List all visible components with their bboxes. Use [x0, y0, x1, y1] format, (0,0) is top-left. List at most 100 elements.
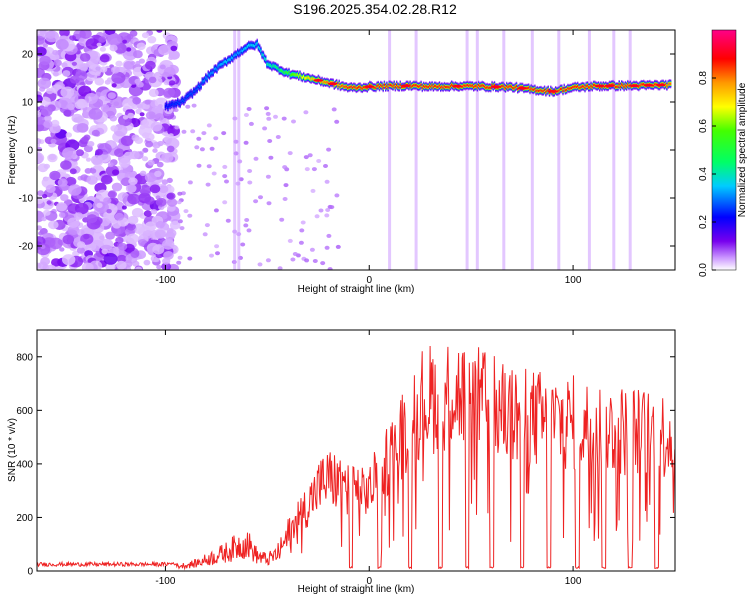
- noise-blob: [166, 145, 175, 153]
- ridge-segment: [389, 83, 392, 87]
- noise-blob: [55, 39, 69, 50]
- noise-blob: [96, 202, 103, 208]
- ridge-segment: [561, 87, 563, 90]
- ridge-segment: [442, 86, 444, 89]
- noise-blob: [121, 205, 127, 210]
- noise-blob: [103, 197, 112, 205]
- ridge-segment: [248, 43, 250, 47]
- ridge-segment: [195, 88, 197, 91]
- noise-blob: [109, 115, 118, 122]
- noise-blob: [41, 216, 47, 222]
- ridge-segment: [441, 85, 443, 88]
- noise-blob: [111, 71, 126, 84]
- noise-blob: [147, 36, 157, 44]
- ridge-segment: [285, 71, 288, 74]
- noise-blob: [96, 42, 102, 47]
- ridge-segment: [490, 86, 492, 89]
- colorbar: 0.0 0.2 0.4 0.6 0.8 Normalized spectral ampl…: [698, 29, 748, 277]
- ridge-segment: [541, 90, 543, 93]
- ridge-segment: [345, 85, 348, 88]
- spectrogram-y-label: Frequency (Hz): [7, 116, 18, 185]
- ridge-segment: [612, 83, 614, 86]
- y-tick-label: 400: [16, 459, 33, 470]
- ridge-segment: [444, 86, 447, 89]
- ridge-segment: [201, 80, 203, 83]
- ridge-segment: [292, 73, 294, 76]
- ridge-segment: [306, 76, 309, 79]
- ridge-segment: [579, 86, 581, 89]
- noise-blob: [324, 213, 330, 218]
- ridge-segment: [317, 77, 320, 81]
- ridge-segment: [175, 102, 178, 105]
- ridge-segment: [179, 102, 181, 105]
- noise-blob: [247, 169, 253, 173]
- noise-blob: [128, 177, 138, 186]
- ridge-segment: [191, 93, 194, 96]
- noise-blob: [71, 61, 77, 66]
- noise-blob: [205, 182, 211, 187]
- noise-blob: [176, 200, 182, 205]
- ridge-segment: [299, 73, 301, 76]
- ridge-segment: [255, 43, 257, 46]
- ridge-segment: [254, 45, 256, 48]
- noise-blob: [265, 174, 271, 179]
- ridge-segment: [210, 72, 212, 75]
- ridge-segment: [391, 84, 393, 87]
- ridge-segment: [216, 68, 218, 71]
- noise-blob: [43, 163, 50, 169]
- noise-blob: [334, 119, 340, 124]
- ridge-segment: [180, 99, 183, 103]
- ridge-segment: [381, 84, 383, 88]
- ridge-segment: [283, 71, 285, 74]
- ridge-segment: [410, 85, 412, 88]
- ridge-segment: [199, 85, 201, 89]
- colorbar-tick-label: 0.0: [698, 263, 709, 277]
- noise-blob: [253, 156, 259, 161]
- ridge-segment: [622, 84, 624, 87]
- ridge-segment: [359, 85, 361, 88]
- ridge-segment: [290, 73, 293, 76]
- spectral-streak: [237, 30, 241, 270]
- spectral-streak: [233, 30, 237, 270]
- ridge-segment: [387, 86, 389, 89]
- ridge-segment: [437, 85, 439, 88]
- noise-blob: [79, 37, 85, 42]
- ridge-segment: [543, 88, 546, 91]
- spectral-streak: [612, 30, 616, 270]
- ridge-segment: [506, 85, 508, 88]
- noise-blob: [179, 226, 185, 231]
- ridge-segment: [438, 84, 441, 87]
- noise-blob: [314, 214, 320, 219]
- y-tick-label: 20: [22, 50, 34, 61]
- ridge-segment: [230, 56, 233, 59]
- noise-blob: [177, 191, 183, 196]
- noise-blob: [44, 30, 60, 43]
- ridge-segment: [399, 83, 401, 86]
- noise-blob: [222, 174, 228, 179]
- noise-blob: [120, 135, 134, 146]
- snr-y-label: SNR (10 * v/v): [7, 418, 18, 482]
- ridge-segment: [592, 83, 595, 87]
- ridge-segment: [583, 85, 585, 88]
- ridge-segment: [584, 86, 586, 90]
- noise-blob: [136, 81, 144, 88]
- ridge-segment: [348, 86, 350, 89]
- ridge-segment: [479, 85, 481, 88]
- noise-blob: [99, 238, 114, 251]
- colorbar-label: Normalized spectral amplitude: [737, 82, 748, 217]
- noise-blob: [37, 225, 42, 231]
- y-tick-label: 10: [22, 98, 34, 109]
- noise-blob: [191, 103, 197, 108]
- noise-blob: [162, 71, 170, 78]
- noise-blob: [248, 121, 254, 126]
- noise-blob: [156, 30, 163, 33]
- noise-blob: [246, 228, 252, 233]
- ridge-peak: [490, 85, 501, 89]
- noise-blob: [156, 161, 164, 168]
- noise-blob: [268, 155, 274, 160]
- snr-x-ticks: -100 0 100: [155, 330, 582, 587]
- noise-blob: [106, 209, 112, 214]
- ridge-segment: [512, 87, 514, 90]
- ridge-segment: [279, 69, 282, 72]
- noise-blob: [267, 139, 273, 143]
